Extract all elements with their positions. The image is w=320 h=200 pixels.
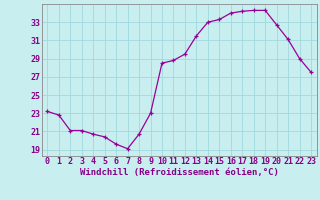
X-axis label: Windchill (Refroidissement éolien,°C): Windchill (Refroidissement éolien,°C) (80, 168, 279, 177)
